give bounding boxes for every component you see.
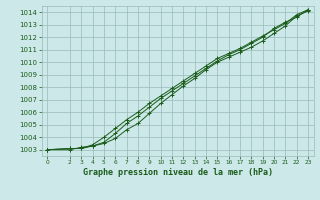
X-axis label: Graphe pression niveau de la mer (hPa): Graphe pression niveau de la mer (hPa) xyxy=(83,168,273,177)
